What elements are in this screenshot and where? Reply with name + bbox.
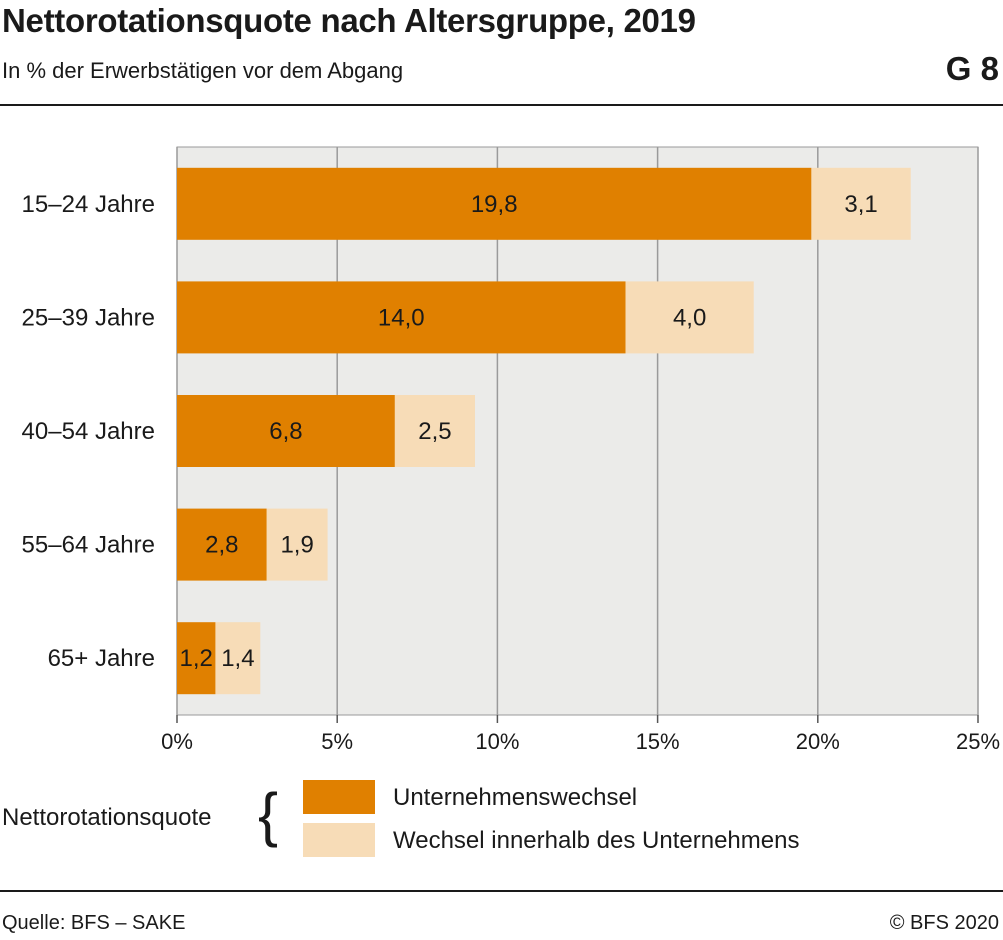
x-tick-label: 10% [475, 729, 519, 754]
graph-number: G 8 [945, 50, 999, 87]
bottom-rule [0, 890, 1003, 892]
data-label: 2,5 [418, 418, 451, 445]
legend-swatch-innerhalb [303, 823, 375, 857]
bar-unternehmenswechsel [177, 622, 216, 695]
bar-unternehmenswechsel [177, 281, 626, 354]
chart-subtitle: In % der Erwerbstätigen vor dem Abgang [2, 58, 404, 83]
data-label: 6,8 [269, 418, 302, 445]
legend-brace: { [258, 781, 279, 848]
data-label: 3,1 [844, 191, 877, 218]
bar-chart: 0% 5% 10% 15% 20% 25% 15–24 Jahre 19,8 3,1 25–39 … [22, 146, 1000, 754]
legend-title: Nettorotationsquote [2, 804, 212, 831]
category-label: 55–64 Jahre [22, 532, 155, 559]
bar-unternehmenswechsel [177, 167, 812, 240]
bar-innerhalb [811, 167, 911, 240]
data-label: 2,8 [205, 532, 238, 559]
chart-title: Nettorotationsquote nach Altersgruppe, 2… [2, 2, 696, 39]
bar-unternehmenswechsel [177, 508, 267, 581]
category-label: 40–54 Jahre [22, 418, 155, 445]
category-label: 25–39 Jahre [22, 304, 155, 331]
data-label: 1,9 [280, 532, 313, 559]
data-label: 19,8 [471, 191, 518, 218]
category-label: 15–24 Jahre [22, 191, 155, 218]
top-rule [0, 104, 1003, 106]
bar-innerhalb [266, 508, 328, 581]
source-note: Quelle: BFS – SAKE [2, 912, 186, 934]
data-label: 14,0 [378, 304, 425, 331]
x-tick-label: 15% [636, 729, 680, 754]
legend-label-unternehmenswechsel: Unternehmenswechsel [393, 784, 638, 811]
x-tick-label: 25% [956, 729, 1000, 754]
copyright-note: © BFS 2020 [889, 912, 999, 934]
legend-label-innerhalb: Wechsel innerhalb des Unternehmens [393, 827, 800, 854]
bar-unternehmenswechsel [177, 395, 395, 467]
bar-innerhalb [394, 395, 475, 467]
x-tick-label: 5% [321, 729, 353, 754]
bar-innerhalb [215, 622, 261, 695]
bar-innerhalb [625, 281, 754, 354]
data-label: 1,2 [180, 645, 213, 672]
data-label: 1,4 [221, 645, 254, 672]
category-label: 65+ Jahre [48, 645, 155, 672]
data-label: 4,0 [673, 304, 706, 331]
x-tick-label: 0% [161, 729, 193, 754]
x-tick-label: 20% [796, 729, 840, 754]
legend-swatch-unternehmenswechsel [303, 780, 375, 814]
